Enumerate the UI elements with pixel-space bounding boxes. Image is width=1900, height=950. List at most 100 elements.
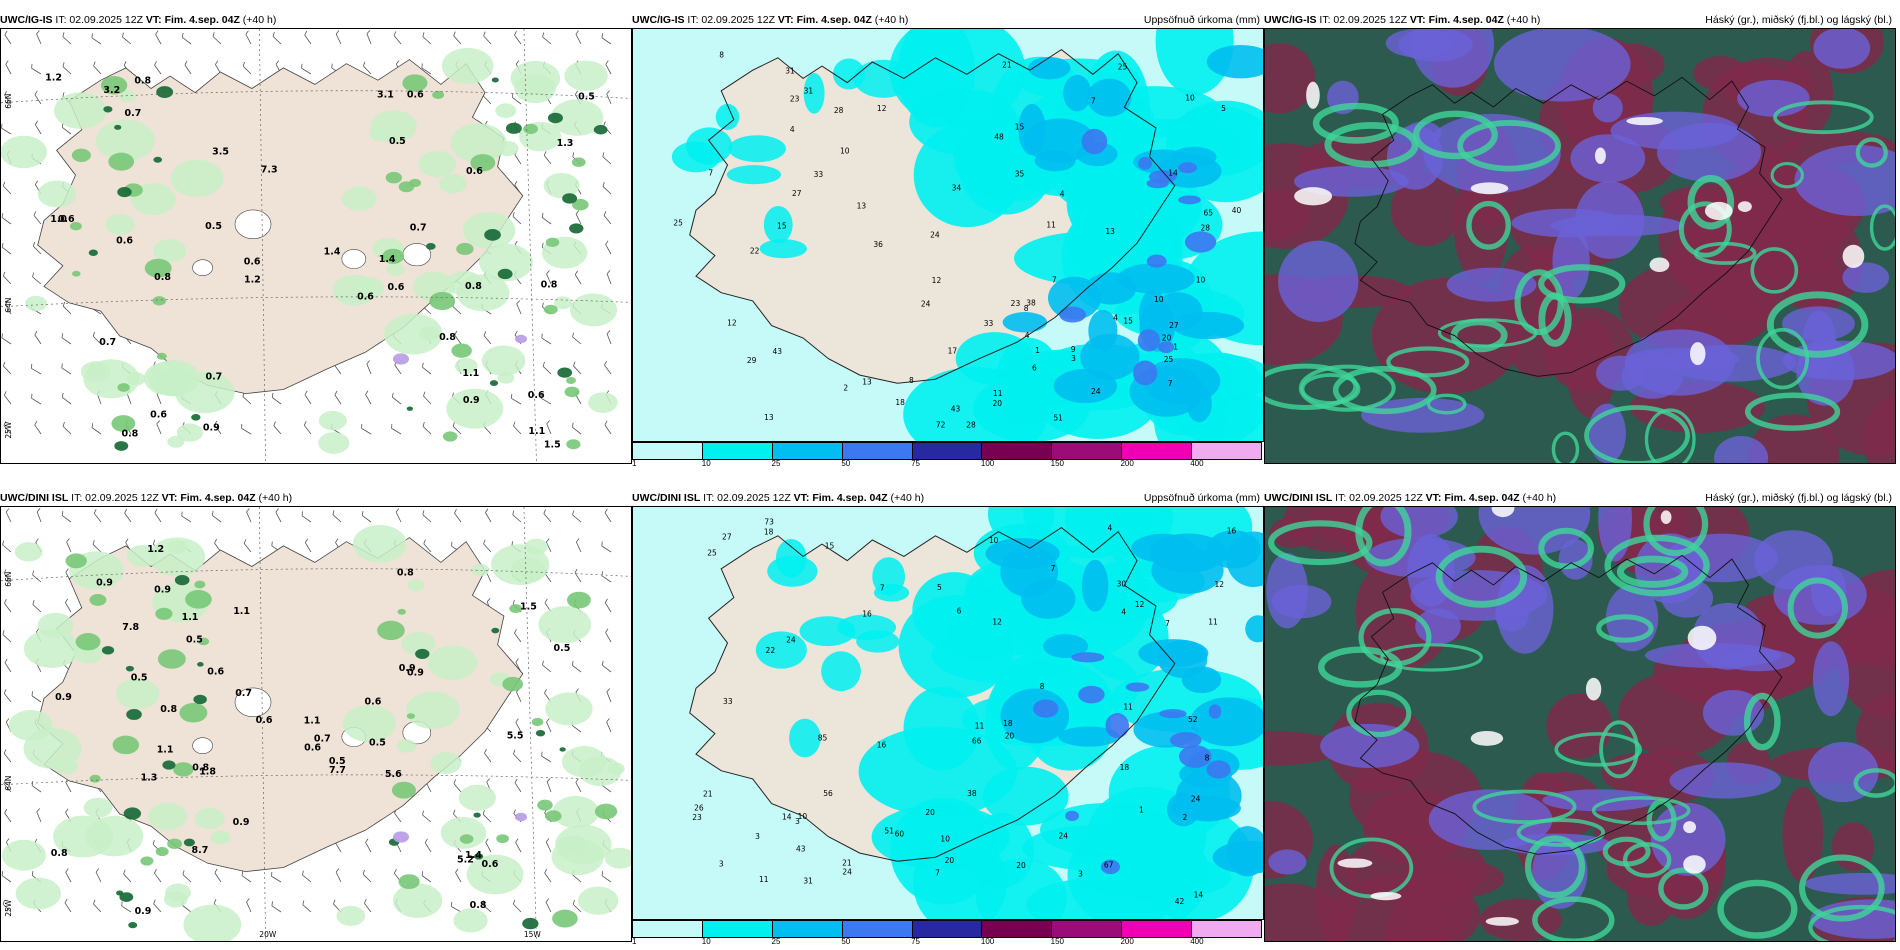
precip-value-label: 73 <box>764 517 774 526</box>
precip-value-label: 1.4 <box>324 246 341 257</box>
precip-max <box>515 812 527 822</box>
wind-barb <box>272 32 282 45</box>
wind-barb <box>575 778 582 793</box>
precip-value-label: 27 <box>722 533 732 542</box>
wind-barb <box>62 421 72 435</box>
precip-value-label: 20 <box>1005 732 1015 741</box>
wind-barb <box>2 899 12 913</box>
precip-value-label: 10 <box>1185 93 1195 102</box>
wind-barb <box>1 123 12 135</box>
precip-value-label: 0.9 <box>407 667 424 678</box>
wind-barb <box>335 30 342 45</box>
precip-area <box>471 563 490 577</box>
precip-area <box>479 243 533 282</box>
wind-barb <box>121 901 132 913</box>
wind-barb <box>453 779 462 793</box>
map-canvas: 3128743111610732512162116226620113318302… <box>633 507 1263 919</box>
precip-value-label: 0.6 <box>407 90 424 101</box>
precip-area <box>25 295 48 312</box>
wind-barb <box>543 151 552 165</box>
precip-area <box>524 538 548 555</box>
legend-swatch <box>912 921 983 937</box>
precip-value-label: 20 <box>925 808 935 817</box>
legend-tick: 25 <box>771 937 781 946</box>
precip-value-label: 7 <box>1168 379 1173 388</box>
panel-header: UWC/IG-IS IT: 02.09.2025 12Z VT: Fim. 4.… <box>1264 14 1892 26</box>
precip-value-label: 0.6 <box>528 390 545 401</box>
legend-swatch <box>982 443 1053 459</box>
map-view[interactable]: 66N 64N 25W 20W 15W 0.9 0.9 0.5 0.6 1.1 0.5 0.8 1.2 5… <box>0 506 632 942</box>
precip-value-label: 16 <box>877 740 887 749</box>
wind-barb <box>482 809 492 823</box>
precip-area <box>1 135 47 169</box>
precip-value-label: 66 <box>972 737 982 746</box>
precip-area <box>382 248 405 264</box>
precip-value-label: 7 <box>1165 619 1170 628</box>
precip-area <box>149 537 206 577</box>
precip-value-label: 1.4 <box>465 850 482 861</box>
precip-value-label: 0.6 <box>481 859 498 870</box>
panel-subtitle: Háský (gr.), miðský (fj.bl.) og lágský (… <box>1705 14 1892 26</box>
map-view[interactable]: 3 12 8 7 4 3 11 16 10 7 3 25 12 16 21 16 22 66 20 11 33 18 30 2… <box>632 506 1264 920</box>
precip-value-label: 0.6 <box>388 282 405 293</box>
map-view[interactable] <box>1264 28 1896 464</box>
wind-barb <box>31 363 42 375</box>
precip-area <box>564 386 580 398</box>
glacier <box>192 259 213 276</box>
precip-value-label: 25 <box>707 549 717 558</box>
precip-value-label: 27 <box>792 189 802 198</box>
precip-area <box>398 874 420 890</box>
precip-area <box>198 637 210 646</box>
axis-label: 20W <box>259 930 277 939</box>
precip-value-label: 1.5 <box>520 602 537 613</box>
graticule-15w <box>523 507 537 941</box>
precip-area <box>497 268 513 280</box>
graticule-66n <box>1 568 631 582</box>
wind-barb <box>601 871 612 883</box>
wind-barb <box>422 810 432 823</box>
wind-barb <box>605 628 612 643</box>
legend-tick: 100 <box>980 937 995 946</box>
precip-area <box>439 174 467 194</box>
precip-area <box>415 648 430 659</box>
wind-barb <box>483 31 492 45</box>
precip-value-label: 18 <box>895 398 905 407</box>
axis-label: 15W <box>524 930 542 939</box>
wind-barb <box>512 899 522 913</box>
precip-area <box>454 357 478 374</box>
precip-value-label: 1.2 <box>244 275 261 286</box>
precip-value-label: 0.8 <box>51 848 68 859</box>
legend-tick: 400 <box>1190 937 1204 946</box>
precip-max <box>393 353 409 365</box>
wind-barb <box>92 540 102 553</box>
precip-area <box>75 633 101 651</box>
precip-area <box>522 917 539 930</box>
precip-area <box>163 891 188 908</box>
precip-area <box>459 834 474 844</box>
legend-swatch <box>842 443 913 459</box>
precip-area <box>547 112 563 124</box>
precip-area <box>392 883 443 918</box>
precip-area <box>103 106 113 113</box>
precip-value-label: 12 <box>877 104 887 113</box>
wind-barb <box>423 391 432 405</box>
graticule-15w <box>523 29 537 463</box>
precip-value-label: 0.8 <box>470 900 487 911</box>
map-view[interactable] <box>1264 506 1896 942</box>
precip-value-label: 4 <box>790 125 795 134</box>
map-view[interactable]: 1 15 14 8 7 4 10 25 28 35 33 13 4 21 24 20 22 24 17 31 36 25 2… <box>632 28 1264 442</box>
precip-area <box>101 645 115 655</box>
map-view[interactable]: 66N 64N 25W 0.6 1.3 0.7 0.9 0.5 0.8 0.6 0.5 0.8 1.1 0… <box>0 28 632 464</box>
wind-barb <box>155 30 162 45</box>
precip-value-label: 3 <box>795 817 800 826</box>
wind-barb <box>514 628 522 643</box>
precip-value-label: 0.9 <box>233 817 250 828</box>
precip-area <box>430 752 462 774</box>
legend-colorbar <box>632 920 1262 938</box>
wind-barb <box>545 898 552 913</box>
precip-area <box>174 575 190 586</box>
wind-barb <box>5 508 12 523</box>
precip-area <box>496 834 509 844</box>
precip-value-label: 85 <box>818 734 828 743</box>
wind-barb <box>512 212 522 225</box>
